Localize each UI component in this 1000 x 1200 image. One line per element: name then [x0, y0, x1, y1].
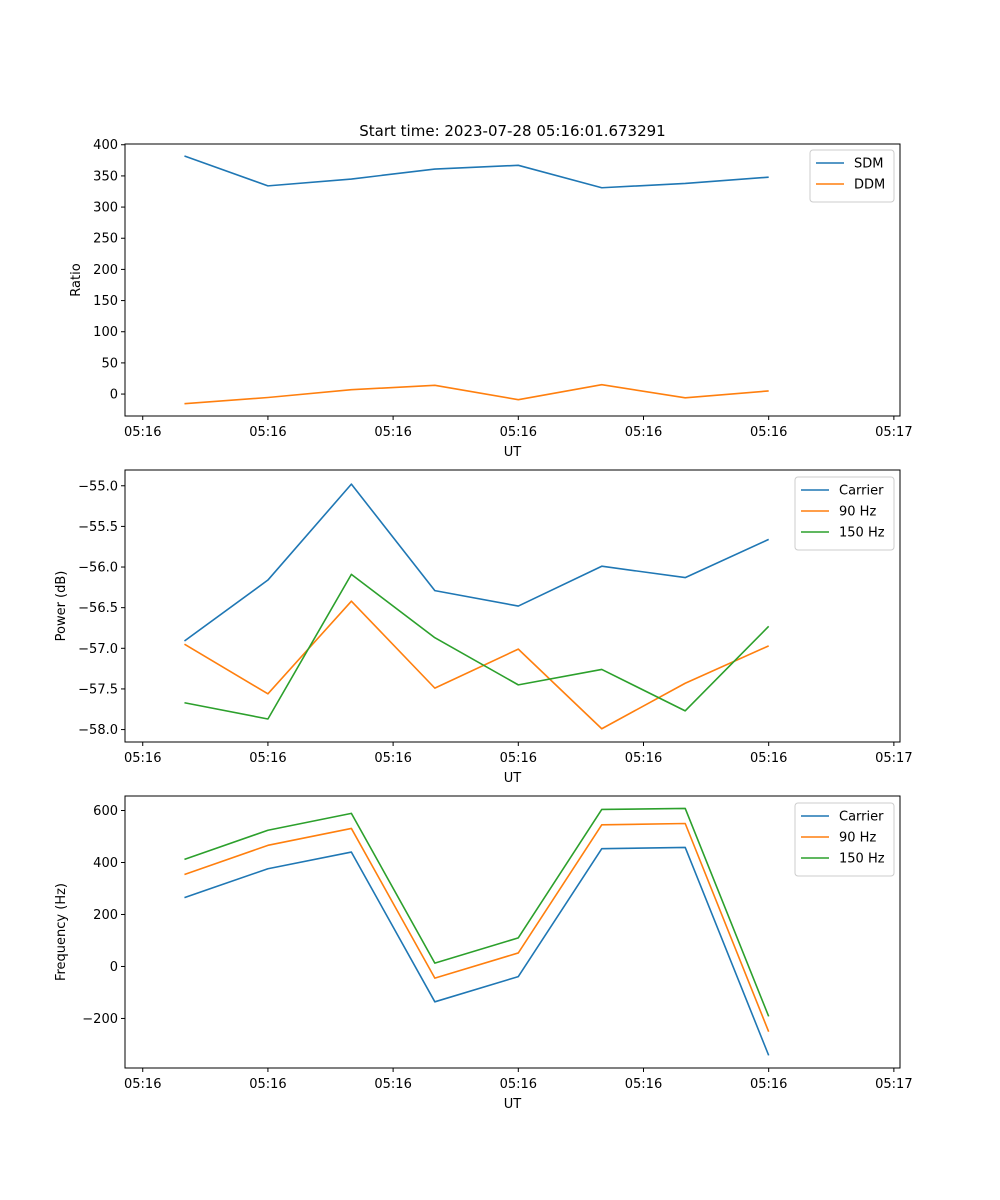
y-tick-label: −55.5	[78, 520, 118, 535]
legend-label: SDM	[854, 157, 883, 172]
x-axis-label: UT	[504, 1097, 522, 1112]
x-tick-label: 05:16	[249, 425, 286, 440]
y-tick-label: −55.0	[78, 479, 118, 494]
x-tick-label: 05:16	[124, 425, 161, 440]
y-tick-label: −200	[82, 1012, 118, 1027]
x-tick-label: 05:16	[374, 425, 411, 440]
y-tick-label: 250	[93, 232, 118, 247]
y-tick-label: 200	[93, 908, 118, 923]
x-tick-label: 05:16	[374, 751, 411, 766]
chart-title: Start time: 2023-07-28 05:16:01.673291	[359, 122, 665, 140]
x-tick-label: 05:16	[500, 1077, 537, 1092]
x-tick-label: 05:16	[750, 751, 787, 766]
y-tick-label: 0	[110, 960, 118, 975]
legend: SDM DDM	[809, 149, 895, 203]
x-tick-label: 05:16	[750, 425, 787, 440]
y-tick-label: 0	[110, 388, 118, 403]
x-tick-label: 05:16	[750, 1077, 787, 1092]
y-tick-label: 350	[93, 169, 118, 184]
x-tick-label: 05:16	[124, 751, 161, 766]
y-tick-label: 200	[93, 263, 118, 278]
axes-frame	[124, 795, 901, 1069]
axes-frame	[124, 469, 901, 743]
y-tick-label: 600	[93, 804, 118, 819]
legend: Carrier 90 Hz 150 Hz	[794, 802, 895, 877]
series-line-ddm	[184, 383, 769, 405]
y-tick-label: 400	[93, 856, 118, 871]
y-axis-label: Power (dB)	[54, 571, 69, 642]
axes-frame	[124, 143, 901, 417]
y-tick-label: 400	[93, 138, 118, 153]
chart-2: 05:16 05:16 05:16 05:16 05:16 05:16 05:17 −58.0…	[54, 469, 913, 786]
y-axis-label: Ratio	[69, 263, 84, 296]
legend-label: 150 Hz	[839, 526, 885, 541]
series-line-150-hz	[184, 807, 770, 1017]
y-tick-label: −58.0	[78, 723, 118, 738]
series-line-carrier	[183, 483, 770, 642]
x-tick-label: 05:16	[500, 425, 537, 440]
x-axis-label: UT	[504, 445, 522, 460]
x-tick-label: 05:16	[625, 751, 662, 766]
x-tick-label: 05:17	[875, 1077, 912, 1092]
x-tick-label: 05:16	[625, 1077, 662, 1092]
x-tick-label: 05:17	[875, 751, 912, 766]
x-tick-label: 05:16	[249, 1077, 286, 1092]
legend-label: Carrier	[839, 484, 884, 499]
y-tick-label: 150	[93, 294, 118, 309]
y-tick-label: −57.5	[78, 682, 118, 697]
x-tick-label: 05:16	[124, 1077, 161, 1092]
x-tick-label: 05:16	[249, 751, 286, 766]
y-axis-label: Frequency (Hz)	[54, 883, 69, 981]
legend-label: DDM	[854, 178, 885, 193]
x-axis-label: UT	[504, 771, 522, 786]
legend-label: 90 Hz	[839, 831, 876, 846]
series-line-90-hz	[184, 600, 770, 730]
x-tick-label: 05:16	[500, 751, 537, 766]
y-tick-label: 100	[93, 325, 118, 340]
y-tick-label: −57.0	[78, 642, 118, 657]
chart-3: 05:16 05:16 05:16 05:16 05:16 05:16 05:17 −200 0…	[54, 795, 913, 1112]
x-tick-label: 05:17	[875, 425, 912, 440]
y-tick-label: 50	[101, 356, 118, 371]
legend-label: Carrier	[839, 810, 884, 825]
series-line-90-hz	[184, 822, 770, 1033]
x-tick-label: 05:16	[374, 1077, 411, 1092]
chart-1: Start time: 2023-07-28 05:16:01.67329105…	[69, 122, 913, 460]
x-tick-label: 05:16	[625, 425, 662, 440]
series-line-sdm	[184, 155, 769, 189]
legend-label: 150 Hz	[839, 852, 885, 867]
series-line-150-hz	[184, 573, 770, 720]
legend-label: 90 Hz	[839, 505, 876, 520]
y-tick-label: −56.0	[78, 561, 118, 576]
y-tick-label: −56.5	[78, 601, 118, 616]
series-line-carrier	[184, 846, 770, 1056]
legend: Carrier 90 Hz 150 Hz	[794, 476, 895, 551]
y-tick-label: 300	[93, 201, 118, 216]
